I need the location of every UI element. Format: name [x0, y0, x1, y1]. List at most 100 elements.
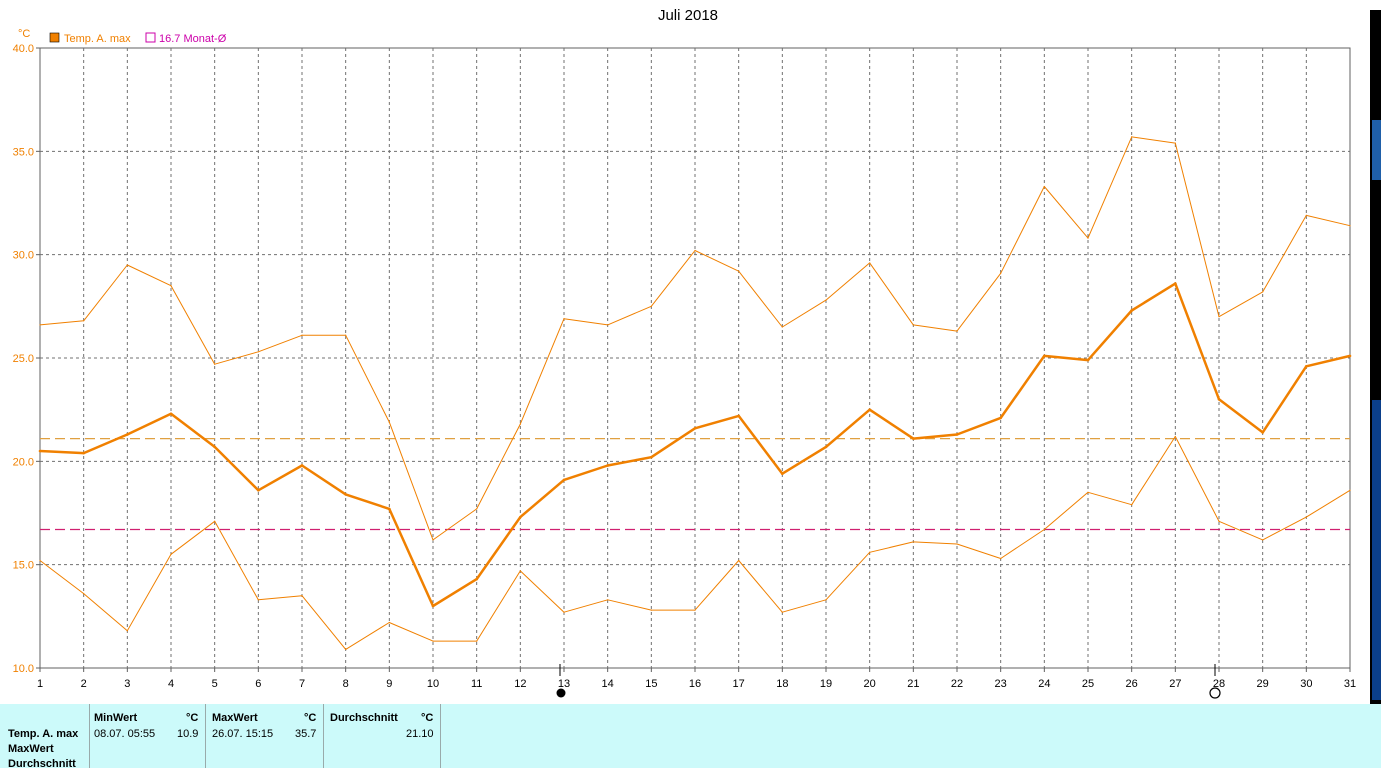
data-point: [1262, 539, 1264, 541]
x-tick-label: 11: [471, 678, 482, 690]
data-point: [170, 553, 172, 555]
data-point: [257, 599, 259, 601]
legend-label-mean: 16.7 Monat-Ø: [159, 33, 227, 45]
x-tick-label: 24: [1038, 678, 1050, 690]
column-separator: [323, 704, 324, 768]
x-tick-label: 14: [602, 678, 614, 690]
x-tick-label: 29: [1257, 678, 1269, 690]
data-point: [693, 426, 697, 430]
column-separator: [89, 704, 90, 768]
stats-row-label: MaxWert: [8, 743, 54, 755]
data-point: [388, 621, 390, 624]
y-tick-label: 30.0: [13, 250, 34, 262]
max-unit: °C: [304, 712, 317, 724]
data-point: [912, 324, 914, 326]
data-point: [1305, 516, 1307, 518]
stats-row-label: Temp. A. max: [8, 728, 79, 740]
data-point: [431, 604, 435, 608]
data-point: [650, 455, 653, 459]
data-point: [1043, 354, 1046, 358]
legend-swatch-mean: [145, 32, 156, 43]
x-tick-label: 16: [689, 678, 701, 690]
y-tick-label: 20.0: [13, 456, 34, 468]
data-point: [781, 472, 784, 476]
data-point: [519, 570, 521, 572]
data-point: [476, 640, 478, 642]
data-point: [869, 551, 871, 553]
stats-row-label: Durchschnitt: [8, 758, 76, 770]
x-tick-label: 31: [1344, 678, 1356, 690]
data-point: [126, 433, 129, 436]
x-tick-label: 3: [124, 678, 130, 690]
x-tick-label: 26: [1126, 678, 1138, 690]
data-point: [1174, 282, 1177, 285]
data-point: [1086, 358, 1090, 362]
data-point: [214, 363, 216, 365]
data-point: [781, 326, 783, 328]
data-point: [1043, 528, 1045, 531]
data-point: [1174, 435, 1176, 438]
data-point: [650, 609, 652, 611]
window-edge-strip: [1370, 10, 1381, 704]
data-point: [1000, 557, 1002, 560]
data-point: [1217, 398, 1221, 401]
data-point: [694, 249, 696, 252]
x-tick-label: 23: [995, 678, 1007, 690]
window-edge: [1356, 0, 1381, 704]
avg-value: 21.10: [406, 728, 434, 740]
data-point: [606, 464, 609, 467]
data-point: [869, 262, 871, 264]
x-tick-label: 6: [255, 678, 261, 690]
data-point: [650, 305, 652, 307]
min-datetime: 08.07. 05:55: [94, 728, 156, 740]
data-point: [214, 520, 216, 522]
data-point: [301, 334, 303, 336]
max-header: MaxWert: [212, 712, 258, 724]
data-point: [1348, 354, 1352, 358]
data-point: [737, 414, 740, 418]
data-point: [825, 599, 827, 601]
data-point: [956, 330, 958, 332]
data-point: [1131, 136, 1133, 138]
data-point: [519, 515, 522, 519]
data-point: [1305, 214, 1307, 216]
x-tick-label: 5: [212, 678, 218, 690]
data-point: [781, 611, 783, 613]
full-moon-icon: [1209, 687, 1221, 699]
x-tick-label: 15: [645, 678, 657, 690]
max-datetime: 26.07. 15:15: [212, 728, 274, 740]
statistics-panel: Temp. A. max MaxWert Durchschnitt MinWer…: [0, 704, 1381, 770]
data-point: [388, 507, 391, 511]
legend-swatch-temp: [49, 32, 60, 43]
data-point: [1130, 309, 1133, 312]
data-point: [1349, 489, 1351, 491]
data-point: [694, 609, 696, 611]
x-tick-label: 4: [168, 678, 174, 690]
x-tick-label: 27: [1169, 678, 1181, 690]
data-point: [126, 630, 128, 632]
min-value: 10.9: [177, 728, 199, 740]
y-tick-label: 25.0: [13, 353, 34, 365]
column-separator: [205, 704, 206, 768]
min-header: MinWert: [94, 712, 138, 724]
data-point: [912, 541, 914, 543]
data-point: [1218, 520, 1220, 522]
data-point: [956, 543, 958, 545]
min-unit: °C: [186, 712, 199, 724]
data-point: [563, 611, 565, 613]
avg-header: Durchschnitt: [330, 712, 398, 724]
data-point: [345, 648, 347, 651]
x-tick-label: 18: [776, 678, 788, 690]
data-point: [912, 437, 915, 440]
window-edge-highlight: [1372, 120, 1381, 180]
x-tick-label: 17: [733, 678, 745, 690]
data-point: [39, 559, 41, 562]
x-tick-label: 30: [1300, 678, 1312, 690]
data-point: [1218, 316, 1220, 318]
y-tick-label: 35.0: [13, 146, 34, 158]
data-point: [432, 539, 434, 541]
x-tick-label: 19: [820, 678, 832, 690]
data-point: [257, 488, 260, 492]
column-separator: [440, 704, 441, 768]
x-tick-label: 22: [951, 678, 963, 690]
